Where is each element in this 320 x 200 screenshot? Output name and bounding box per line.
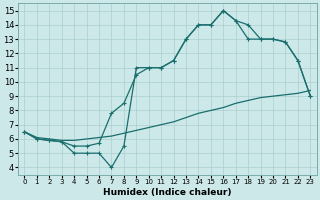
X-axis label: Humidex (Indice chaleur): Humidex (Indice chaleur) bbox=[103, 188, 232, 197]
